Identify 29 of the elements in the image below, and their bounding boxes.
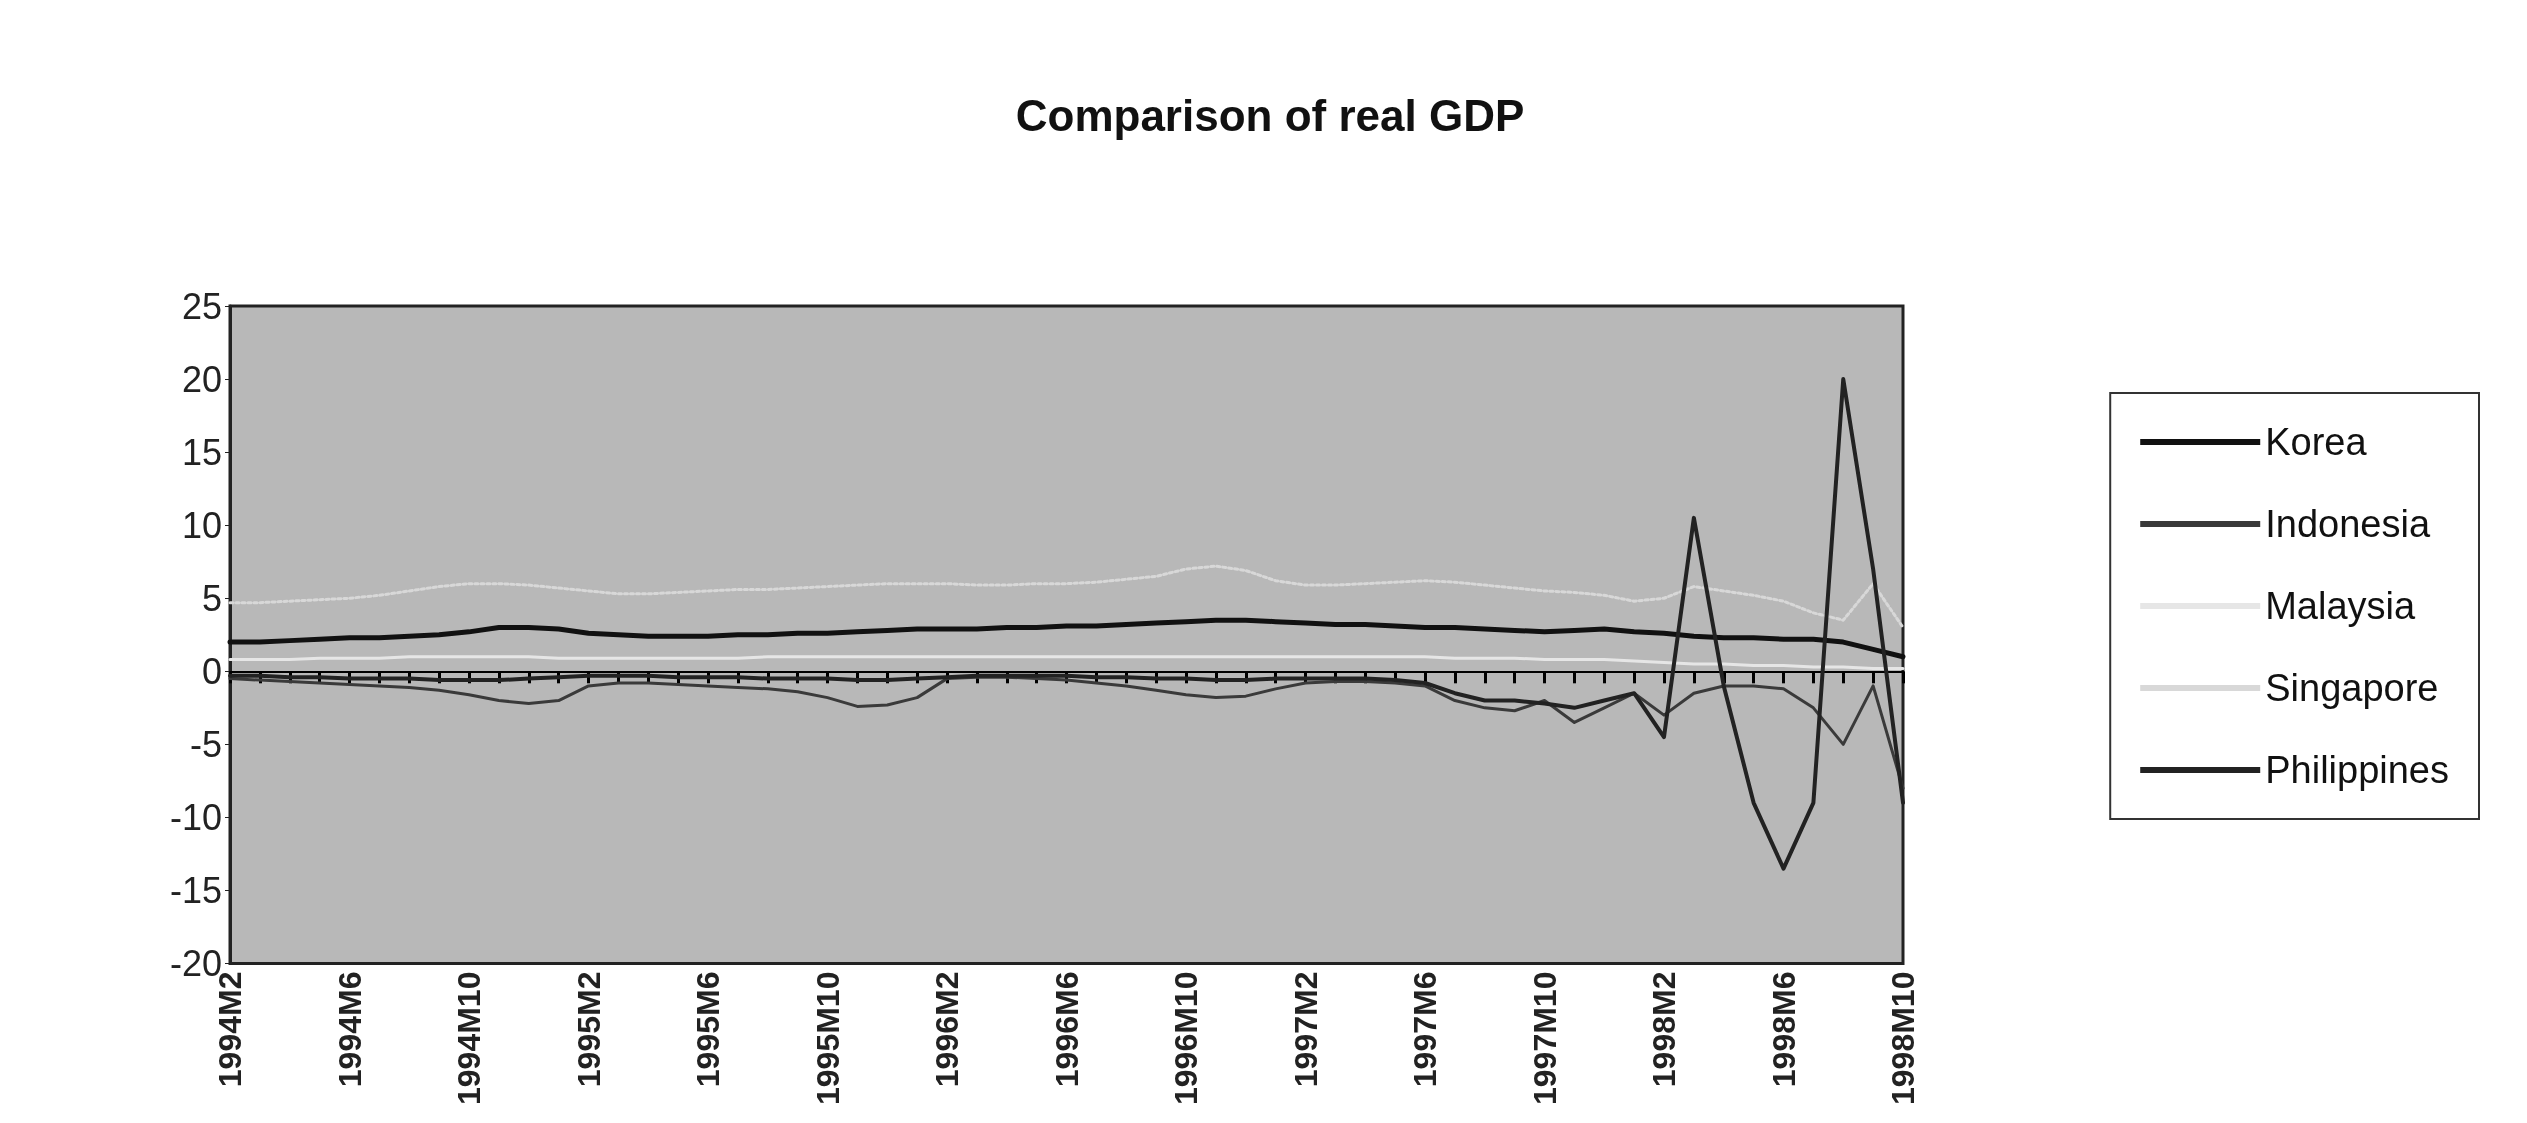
legend-label: Indonesia (2265, 503, 2431, 545)
legend-label: Korea (2265, 421, 2368, 463)
x-tick-label: 1995M2 (570, 971, 607, 1088)
x-tick-label: 1997M10 (1526, 971, 1563, 1105)
x-tick-label: 1998M6 (1765, 971, 1802, 1088)
x-tick-label: 1995M10 (809, 971, 846, 1105)
y-tick-label: 5 (201, 577, 222, 619)
y-tick-label: 25 (181, 285, 222, 327)
x-tick-label: 1994M10 (451, 971, 487, 1105)
legend-label: Malaysia (2265, 585, 2417, 627)
chart-title: Comparison of real GDP (1015, 90, 1525, 140)
y-tick-label: -5 (189, 723, 222, 765)
y-tick-label: 15 (181, 431, 222, 473)
x-tick-label: 1998M10 (1885, 971, 1921, 1105)
x-tick-label: 1994M6 (331, 971, 368, 1088)
y-tick-label: 10 (181, 504, 222, 546)
y-tick-label: -10 (169, 796, 222, 838)
x-tick-label: 1997M2 (1287, 971, 1324, 1088)
legend-label: Singapore (2265, 667, 2439, 709)
x-tick-label: 1997M6 (1407, 971, 1443, 1088)
x-tick-label: 1998M2 (1646, 971, 1682, 1088)
legend-label: Philippines (2265, 749, 2450, 791)
x-tick-label: 1996M6 (1048, 971, 1085, 1088)
x-tick-label: 1996M10 (1168, 971, 1204, 1105)
y-tick-label: -15 (169, 870, 222, 911)
y-tick-label: 0 (201, 650, 222, 692)
y-tick-label: 20 (181, 358, 222, 400)
x-tick-label: 1995M6 (690, 971, 726, 1088)
x-tick-label: 1996M2 (929, 971, 965, 1088)
